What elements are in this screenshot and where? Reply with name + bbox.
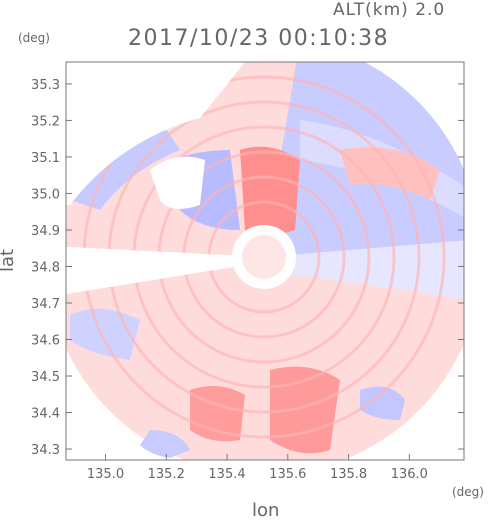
x-axis-label: lon (252, 500, 280, 521)
echo-strong-north (240, 146, 300, 235)
y-tick-label: 34.4 (31, 407, 60, 422)
echo-patch-se (360, 386, 405, 420)
y-tick-label: 34.8 (31, 260, 60, 275)
y-unit-label: (deg) (18, 31, 50, 45)
timestamp-title: 2017/10/23 00:10:38 (128, 26, 390, 51)
x-tick-label: 135.8 (330, 467, 367, 482)
radar-site-core (242, 235, 286, 279)
y-tick-label: 34.5 (31, 370, 60, 385)
radar-echo-layer (66, 62, 464, 460)
y-tick-label: 34.7 (31, 297, 60, 312)
y-tick-label: 35.3 (31, 78, 60, 93)
y-tick-label: 34.6 (31, 334, 60, 349)
no-data-nw-corner (66, 62, 245, 205)
x-tick-label: 135.2 (148, 467, 185, 482)
echo-patch-s (140, 430, 190, 458)
y-tick-label: 35.2 (31, 114, 60, 129)
x-tick-label: 135.4 (208, 467, 245, 482)
echo-strong-sw (190, 386, 245, 442)
x-unit-label: (deg) (452, 485, 484, 499)
x-tick-label: 136.0 (391, 467, 428, 482)
x-tick-label: 135.6 (269, 467, 306, 482)
no-data-gap-n (150, 156, 205, 209)
x-ticks: 135.0 135.2 135.4 135.6 135.8 136.0 (87, 454, 428, 482)
y-tick-label: 35.0 (31, 187, 60, 202)
y-tick-label: 35.1 (31, 151, 60, 166)
y-tick-label: 34.3 (31, 443, 60, 458)
echo-band-east (264, 240, 464, 300)
altitude-label: ALT(km) 2.0 (333, 0, 446, 20)
plot-frame (65, 61, 465, 461)
y-ticks: 35.3 35.2 35.1 35.0 34.9 34.8 34.7 34.6 34.5 34.4… (31, 78, 464, 458)
echo-strong-south (270, 366, 340, 454)
x-tick-label: 135.0 (87, 467, 124, 482)
no-data-strip-west (66, 246, 264, 295)
y-tick-label: 34.9 (31, 224, 60, 239)
